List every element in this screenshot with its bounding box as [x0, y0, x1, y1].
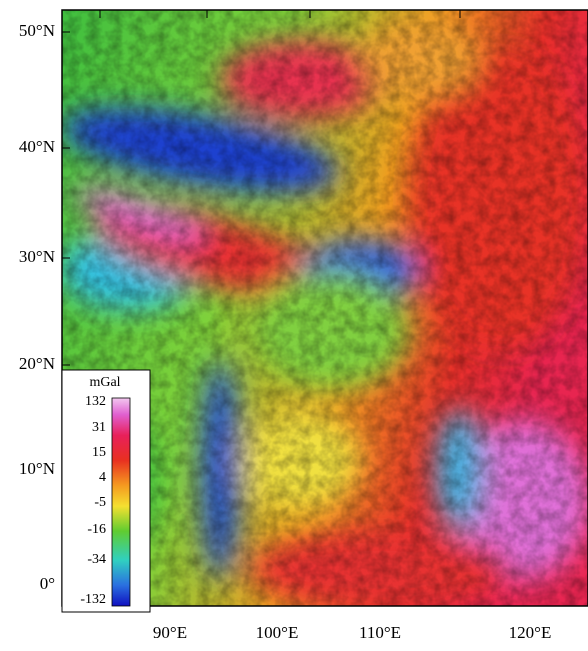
lon-label: 110°E [359, 623, 401, 642]
colorbar-label: -132 [80, 592, 106, 607]
colorbar-label: -5 [94, 495, 106, 510]
lat-label: 30°N [19, 247, 55, 266]
colorbar-label: 31 [92, 420, 106, 435]
lon-label: 100°E [256, 623, 299, 642]
colorbar: mGal 132 31 15 4 -5 -16 -34 -132 [62, 370, 150, 612]
colorbar-label: -16 [87, 522, 106, 537]
lat-label: 20°N [19, 354, 55, 373]
colorbar-label: 15 [92, 445, 106, 460]
lon-label: 120°E [509, 623, 552, 642]
colorbar-label: 132 [85, 394, 106, 409]
lat-label: 50°N [19, 21, 55, 40]
lat-label: 10°N [19, 459, 55, 478]
lat-label: 0° [40, 574, 55, 593]
colorbar-unit: mGal [89, 375, 120, 390]
map-figure: 50°N 40°N 30°N 20°N 10°N 0° 90°E 100°E 110°E 120°… [0, 0, 588, 646]
colorbar-label: 4 [99, 470, 106, 485]
colorbar-label: -34 [87, 552, 106, 567]
lat-label: 40°N [19, 137, 55, 156]
lon-label: 90°E [153, 623, 187, 642]
